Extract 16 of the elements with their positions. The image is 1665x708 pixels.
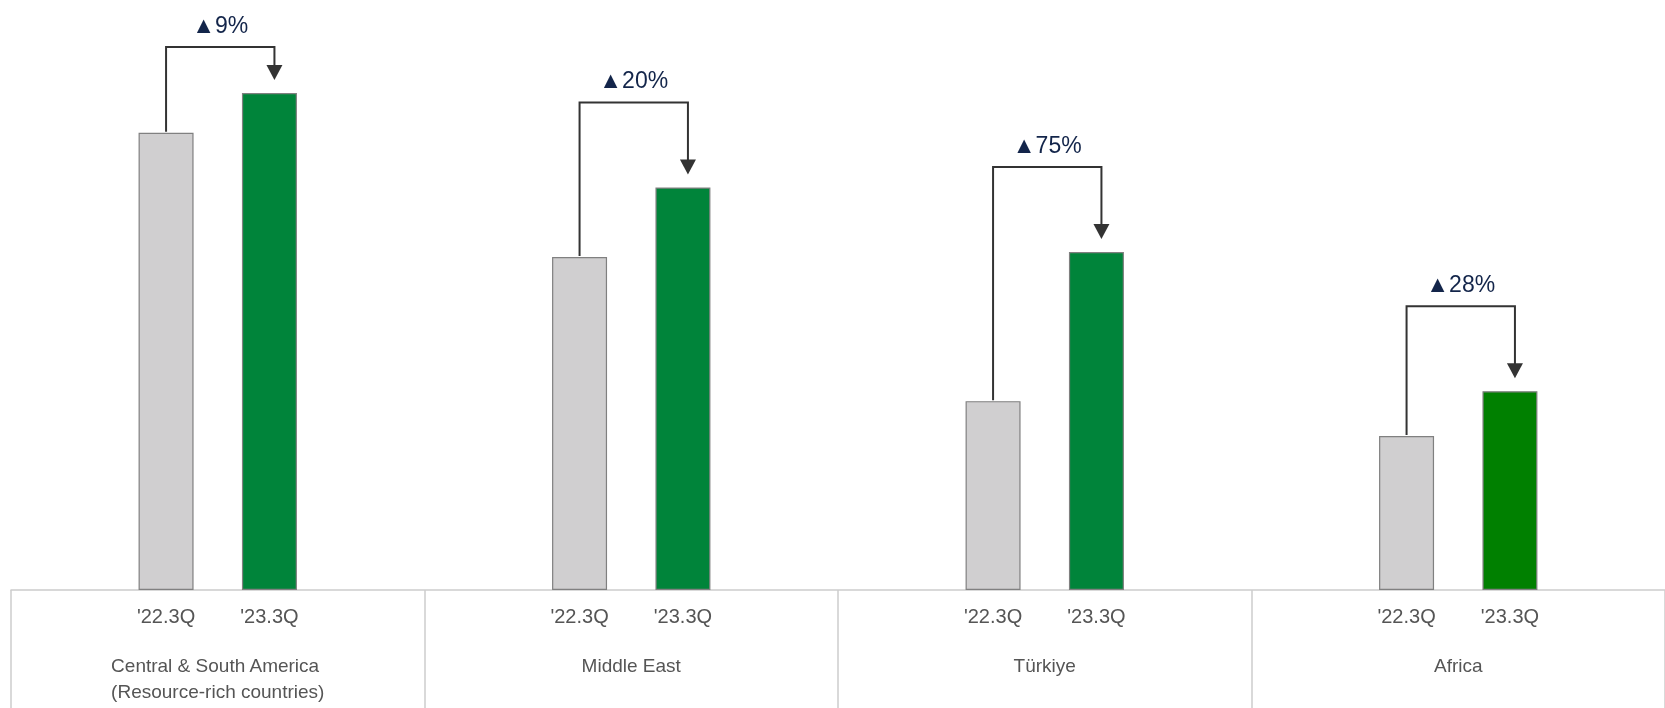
x-tick-label: '23.3Q xyxy=(1067,605,1126,627)
text: Middle East xyxy=(581,654,682,676)
x-tick-label: '23.3Q xyxy=(653,605,713,627)
text: Türkiye xyxy=(1013,654,1076,676)
x-tick-label: '22.3Q xyxy=(963,605,1023,627)
text: ▲9% xyxy=(192,12,249,38)
text: Central & South America (Resource-rich countries) xyxy=(111,654,325,702)
x-tick-label: '22.3Q xyxy=(550,605,609,627)
x-tick-label: '23.3Q xyxy=(240,605,299,627)
x-tick-label: '22.3Q xyxy=(136,605,196,627)
text: ▲20% xyxy=(599,67,669,94)
x-tick-label: '22.3Q xyxy=(1377,605,1436,627)
text: Africa xyxy=(1433,654,1483,676)
annotation: ▲28% xyxy=(1426,271,1496,298)
annotation: ▲75% xyxy=(1012,132,1082,159)
x-tick-label: '23.3Q xyxy=(1480,605,1540,627)
